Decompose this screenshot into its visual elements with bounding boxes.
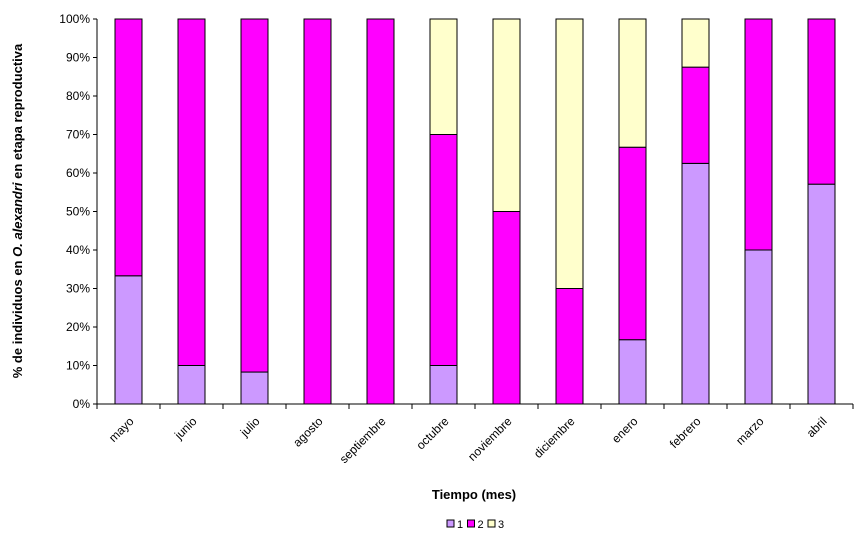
bar-enero-series-1 (618, 339, 647, 405)
bar-marzo-series-1 (744, 249, 773, 405)
x-tick-label-enero: enero (609, 414, 641, 446)
bar-octubre-series-1 (429, 365, 458, 405)
bar-enero-series-2 (618, 146, 647, 341)
x-tick-label-mayo: mayo (106, 414, 137, 445)
bar-noviembre-series-3 (492, 18, 521, 212)
bar-febrero-series-3 (681, 18, 710, 68)
bar-marzo-series-2 (744, 18, 773, 251)
legend-label-1: 1 (457, 519, 463, 531)
bar-abril-series-2 (807, 18, 836, 185)
bar-enero-series-3 (618, 18, 647, 148)
bar-abril-series-1 (807, 183, 836, 405)
x-tick-label-septiembre: septiembre (337, 414, 389, 466)
y-tick-label: 50% (66, 205, 90, 219)
legend-swatch-1 (446, 519, 455, 528)
bar-agosto-series-2 (303, 18, 332, 405)
y-axis-title: % de individuos en O. alexandri en etapa… (10, 43, 25, 378)
bar-diciembre-series-3 (555, 18, 584, 289)
legend: 1 2 3 (446, 519, 504, 531)
y-tick-labels: 0% 10% 20% 30% 40% 50% 60% 70% 80% 90% 100% (59, 12, 97, 411)
legend-swatch-2 (467, 519, 475, 528)
bar-octubre-series-2 (429, 134, 458, 366)
x-tick-label-julio: julio (237, 414, 263, 440)
x-tick-label-abril: abril (804, 414, 830, 440)
legend-label-2: 2 (478, 519, 484, 531)
axes-layer (96, 19, 853, 405)
legend-swatch-3 (487, 519, 496, 528)
y-tick-label: 20% (66, 320, 90, 334)
y-tick-label: 0% (73, 397, 91, 411)
x-tick-label-febrero: febrero (667, 414, 704, 451)
y-tick-label: 40% (66, 243, 90, 257)
y-tick-label: 60% (66, 166, 90, 180)
y-tick-label: 100% (59, 12, 90, 26)
bar-noviembre-series-2 (492, 211, 521, 405)
bar-julio-series-1 (240, 371, 269, 405)
bar-octubre-series-3 (429, 18, 458, 135)
x-tick-labels: mayo junio julio agosto septiembre octubre nov… (96, 404, 854, 466)
x-axis-title: Tiempo (mes) (432, 487, 516, 502)
bars-layer (114, 18, 836, 405)
y-tick-label: 70% (66, 128, 90, 142)
legend-label-3: 3 (498, 519, 504, 531)
bar-diciembre-series-2 (555, 288, 584, 405)
bar-septiembre-series-2 (366, 18, 395, 405)
x-tick-label-marzo: marzo (733, 414, 767, 448)
x-tick-label-octubre: octubre (413, 414, 451, 452)
y-tick-label: 10% (66, 359, 90, 373)
x-tick-label-agosto: agosto (290, 414, 326, 450)
y-axis-title-part-1: % de individuos en (10, 257, 25, 378)
bar-junio-series-2 (177, 18, 206, 366)
y-tick-label: 30% (66, 282, 90, 296)
y-tick-label: 90% (66, 51, 90, 65)
y-axis-title-species: O. alexandri (10, 182, 25, 257)
y-axis-title-part-3: en etapa reproductiva (10, 43, 25, 182)
bar-julio-series-2 (240, 18, 269, 373)
y-tick-label: 80% (66, 89, 90, 103)
bar-febrero-series-2 (681, 66, 710, 164)
bar-mayo-series-1 (114, 275, 143, 405)
x-tick-label-junio: junio (171, 414, 200, 443)
x-tick-label-diciembre: diciembre (531, 414, 578, 461)
x-tick-label-noviembre: noviembre (465, 414, 515, 464)
bar-junio-series-1 (177, 365, 206, 405)
bar-mayo-series-2 (114, 18, 143, 277)
bar-febrero-series-1 (681, 162, 710, 405)
